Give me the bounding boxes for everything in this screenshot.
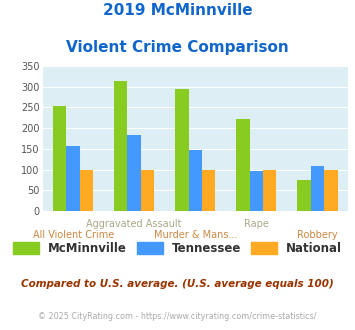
Text: All Violent Crime: All Violent Crime [33, 230, 114, 240]
Bar [66, 147, 80, 211]
Bar [114, 81, 127, 211]
Bar [263, 170, 277, 211]
Bar [141, 170, 154, 211]
Bar [297, 180, 311, 211]
Text: Rape: Rape [244, 219, 269, 229]
Text: Aggravated Assault: Aggravated Assault [86, 219, 182, 229]
Text: 2019 McMinnville: 2019 McMinnville [103, 3, 252, 18]
Bar [250, 171, 263, 211]
Bar [324, 170, 338, 211]
Bar [175, 89, 189, 211]
Bar [236, 119, 250, 211]
Bar [202, 170, 215, 211]
Bar [127, 135, 141, 211]
Bar [53, 106, 66, 211]
Legend: McMinnville, Tennessee, National: McMinnville, Tennessee, National [13, 242, 342, 255]
Text: © 2025 CityRating.com - https://www.cityrating.com/crime-statistics/: © 2025 CityRating.com - https://www.city… [38, 312, 317, 321]
Text: Murder & Mans...: Murder & Mans... [153, 230, 237, 240]
Bar [80, 170, 93, 211]
Text: Robbery: Robbery [297, 230, 338, 240]
Bar [189, 150, 202, 211]
Text: Violent Crime Comparison: Violent Crime Comparison [66, 40, 289, 54]
Bar [311, 166, 324, 211]
Text: Compared to U.S. average. (U.S. average equals 100): Compared to U.S. average. (U.S. average … [21, 279, 334, 289]
